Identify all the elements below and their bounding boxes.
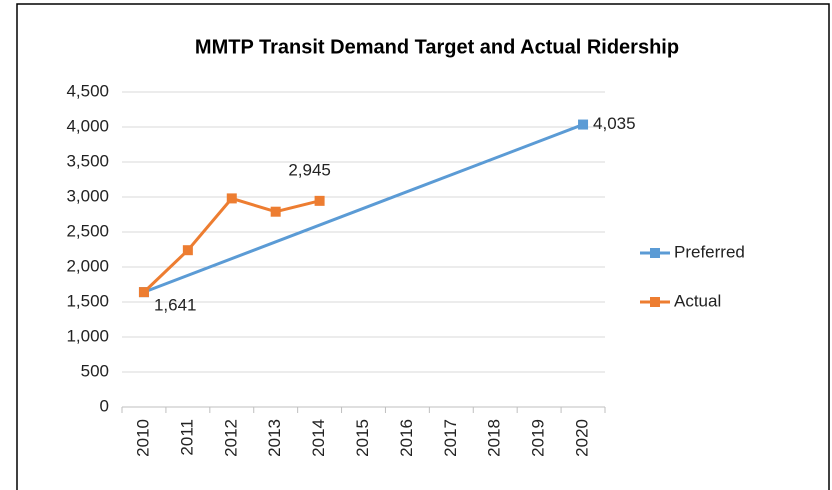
x-tick-label: 2010 — [133, 419, 152, 457]
legend-label: Preferred — [674, 242, 745, 261]
x-tick-label: 2014 — [309, 419, 328, 457]
legend-marker — [650, 297, 660, 307]
x-tick-label: 2011 — [177, 419, 196, 456]
x-tick-label: 2016 — [397, 419, 416, 457]
y-tick-label: 3,500 — [66, 151, 109, 170]
y-tick-label: 500 — [81, 361, 109, 380]
data-label: 2,945 — [288, 160, 331, 179]
y-tick-label: 1,000 — [66, 326, 109, 345]
x-tick-label: 2018 — [485, 419, 504, 457]
legend-label: Actual — [674, 291, 721, 310]
y-tick-label: 3,000 — [66, 186, 109, 205]
x-tick-label: 2019 — [529, 419, 548, 457]
y-tick-label: 1,500 — [66, 291, 109, 310]
y-tick-label: 4,500 — [66, 81, 109, 100]
legend-marker — [650, 248, 660, 258]
marker — [182, 245, 193, 256]
x-tick-label: 2012 — [221, 419, 240, 457]
chart-border — [16, 3, 830, 490]
x-tick-label: 2020 — [573, 419, 592, 457]
y-tick-label: 2,000 — [66, 256, 109, 275]
marker — [578, 119, 589, 130]
series-line — [143, 123, 584, 294]
marker — [270, 206, 281, 217]
data-label: 4,035 — [593, 114, 636, 133]
x-tick-label: 2017 — [441, 419, 460, 457]
y-tick-label: 2,500 — [66, 221, 109, 240]
marker — [138, 287, 149, 298]
marker — [314, 195, 325, 206]
chart-title: MMTP Transit Demand Target and Actual Ri… — [195, 36, 679, 58]
x-tick-label: 2015 — [353, 419, 372, 457]
x-tick-label: 2013 — [265, 419, 284, 457]
y-tick-label: 0 — [100, 396, 109, 415]
data-label: 1,641 — [154, 296, 197, 315]
y-tick-label: 4,000 — [66, 116, 109, 135]
marker — [226, 193, 237, 204]
